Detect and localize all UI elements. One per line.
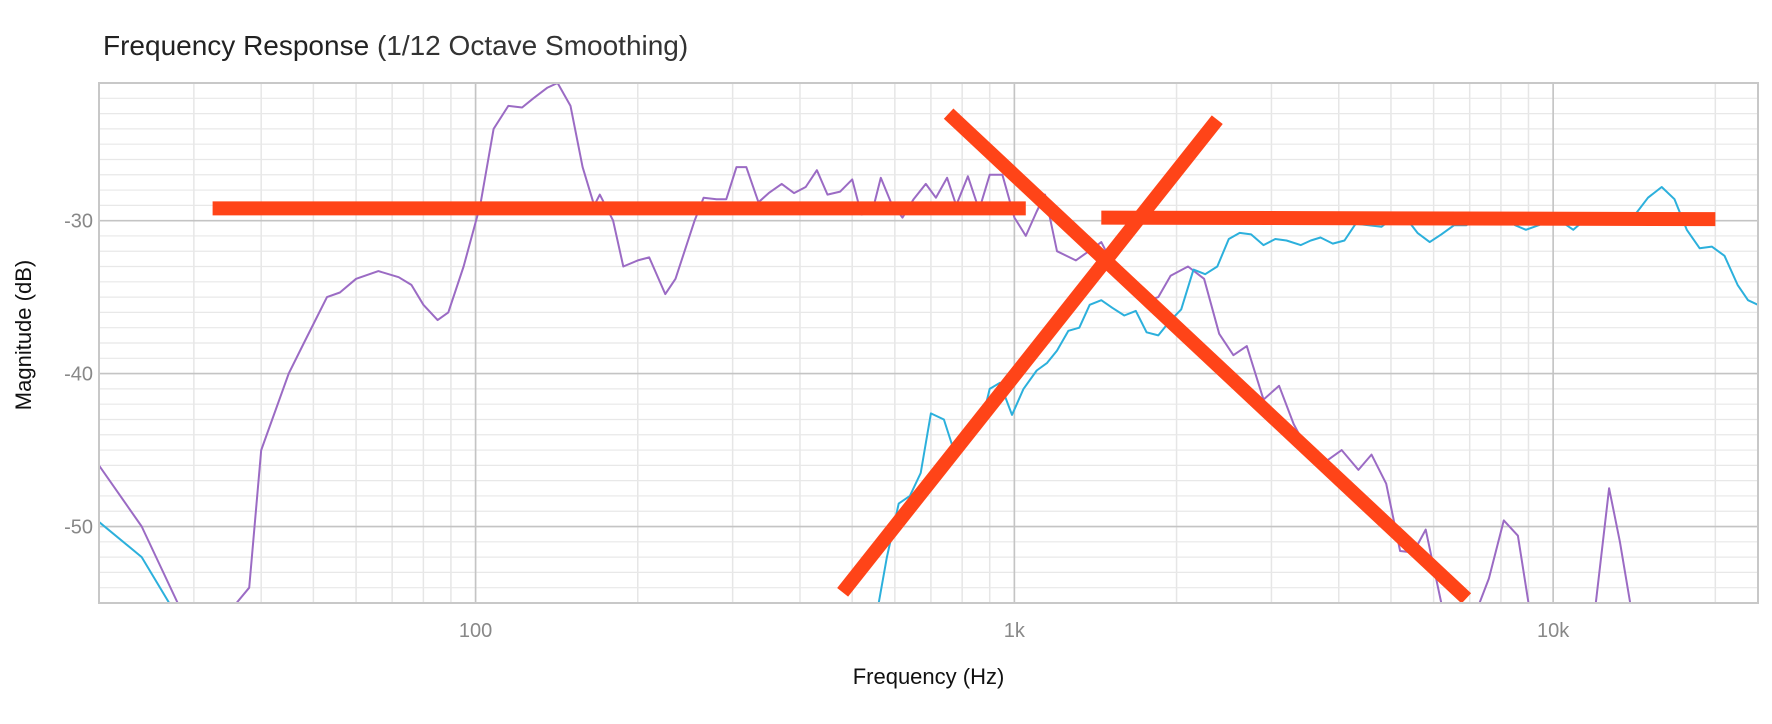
- y-tick-label: -40: [64, 364, 93, 386]
- chart-subtitle: (1/12 Octave Smoothing): [376, 30, 689, 61]
- y-tick-labels: -30 -40 -50: [64, 211, 93, 539]
- overlay-line-4: [837, 115, 1223, 597]
- y-tick-label: -50: [64, 517, 93, 539]
- chart-title-main: Frequency Response: [103, 30, 370, 61]
- x-axis-label: Frequency (Hz): [852, 664, 1005, 689]
- overlay-lines: [212, 108, 1716, 604]
- series-line-2: [99, 186, 1758, 603]
- overlay-line-2: [1101, 210, 1716, 227]
- chart-title: Frequency Response (1/12 Octave Smoothin…: [103, 30, 688, 62]
- x-tick-labels: 100 1k 10k: [459, 620, 1570, 642]
- overlay-line-3: [943, 108, 1472, 604]
- x-tick-label: 10k: [1537, 620, 1570, 642]
- x-tick-label: 1k: [1004, 620, 1026, 642]
- y-tick-label: -30: [64, 211, 93, 233]
- plot-frame: [98, 82, 1759, 604]
- x-tick-label: 100: [459, 620, 492, 642]
